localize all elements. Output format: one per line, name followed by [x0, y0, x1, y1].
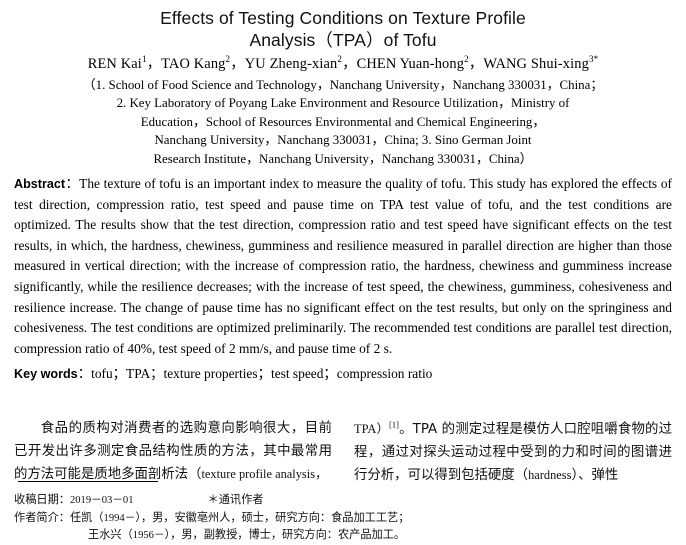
body-right-text-2: ）、弹性: [571, 468, 619, 483]
author-list: REN Kai1，TAO Kang2，YU Zheng-xian2，CHEN Y…: [0, 55, 686, 74]
received-date-label: 收稿日期：: [14, 493, 70, 506]
received-date-value: 2019－03－01: [69, 495, 134, 506]
body-right-latin-term: hardness: [528, 468, 572, 482]
keywords-section: Key words：tofu；TPA；texture properties；te…: [14, 364, 672, 385]
body-right-lead: TPA）: [354, 422, 389, 436]
footnote-block: 收稿日期：2019－03－01 ＊通讯作者 作者简介：任凯（1994－），男，安徽…: [14, 492, 674, 545]
abstract-colon: ：: [65, 176, 80, 192]
affiliation-line-1: （1. School of Food Science and Technolog…: [82, 78, 604, 92]
body-paragraph-left: 食品的质构对消费者的选购意向影响很大，目前已开发出许多测定食品结构性质的方法，其…: [14, 418, 332, 487]
author-separator-2: ，: [230, 56, 245, 72]
author-bio-2-name: 王水兴（: [88, 528, 133, 541]
abstract-body: The texture of tofu is an important inde…: [14, 176, 672, 356]
abstract-label: Abstract: [14, 177, 66, 192]
author-affil-marker-3: 2: [337, 54, 343, 65]
keywords-colon: ：: [77, 366, 92, 382]
affiliation-line-3: Education，School of Resources Environmen…: [140, 114, 546, 129]
footnote-received-row: 收稿日期：2019－03－01 ＊通讯作者: [14, 492, 674, 510]
page-title: Effects of Testing Conditions on Texture…: [0, 0, 686, 51]
footnote-divider: [18, 481, 158, 482]
abstract-section: Abstract：The texture of tofu is an impor…: [14, 174, 672, 359]
author-name-5: WANG Shui-xing: [483, 56, 589, 72]
author-separator-1: ，: [146, 56, 162, 72]
keywords-label: Key words: [14, 367, 78, 382]
author-affil-marker-1: 1: [141, 54, 147, 65]
author-name-4: CHEN Yuan-hong: [356, 56, 465, 72]
body-left-latin-term: texture profile analysis，: [201, 467, 328, 481]
footnote-bio-row-2: 王水兴（1956－），男，副教授，博士，研究方向：农产品加工。: [14, 527, 674, 545]
author-bio-label: 作者简介：: [14, 510, 70, 524]
body-column-right: TPA）[1]。TPA 的测定过程是模仿人口腔咀嚼食物的过程，通过对探头运动过程…: [354, 418, 672, 488]
title-line-2: Analysis（TPA）of Tofu: [249, 30, 437, 50]
corresponding-author-note: ＊通讯作者: [207, 493, 264, 506]
affiliation-line-2: 2. Key Laboratory of Poyang Lake Environ…: [116, 96, 570, 111]
title-line-1: Effects of Testing Conditions on Texture…: [160, 8, 526, 28]
author-name-1: REN Kai: [87, 56, 142, 72]
author-separator-3: ，: [342, 56, 357, 72]
author-name-2: TAO Kang: [161, 56, 226, 72]
author-affil-marker-4: 2: [464, 54, 469, 65]
author-name-3: YU Zheng-xian: [244, 56, 338, 72]
body-column-left: 食品的质构对消费者的选购意向影响很大，目前已开发出许多测定食品结构性质的方法，其…: [14, 418, 332, 488]
author-bio-2-details: ），男，副教授，博士，研究方向：农产品加工。: [164, 528, 406, 541]
affiliation-block: （1. School of Food Science and Technolog…: [0, 76, 686, 168]
footnote-bio-row-1: 作者简介：任凯（1994－），男，安徽亳州人，硕士，研究方向：食品加工工艺；: [14, 510, 674, 528]
author-bio-2-year: 1956－: [132, 530, 165, 541]
body-columns: 食品的质构对消费者的选购意向影响很大，目前已开发出许多测定食品结构性质的方法，其…: [14, 418, 672, 488]
affiliation-line-4: Nanchang University，Nanchang 330031，Chin…: [154, 133, 532, 148]
author-separator-4: ，: [468, 56, 484, 72]
citation-reference-1: [1]: [389, 419, 399, 430]
author-bio-1-name: 任凯（: [69, 510, 104, 524]
author-bio-1-details: ），男，安徽亳州人，硕士，研究方向：食品加工工艺；: [135, 510, 410, 524]
body-left-text: 食品的质构对消费者的选购意向影响很大，目前已开发出许多测定食品结构性质的方法，其…: [14, 421, 332, 482]
author-affil-marker-5: 3*: [588, 54, 599, 65]
body-right-text: 。TPA 的测定过程是模仿人口腔咀嚼食物的过程，通过对探头运动过程中受到的力和时…: [354, 422, 672, 483]
author-affil-marker-2: 2: [225, 54, 231, 65]
affiliation-line-5: Research Institute，Nanchang University，N…: [153, 151, 533, 166]
body-paragraph-right: TPA）[1]。TPA 的测定过程是模仿人口腔咀嚼食物的过程，通过对探头运动过程…: [354, 418, 672, 488]
author-bio-1-year: 1994－: [103, 512, 136, 524]
keywords-body: tofu；TPA；texture properties；test speed；c…: [91, 366, 433, 382]
